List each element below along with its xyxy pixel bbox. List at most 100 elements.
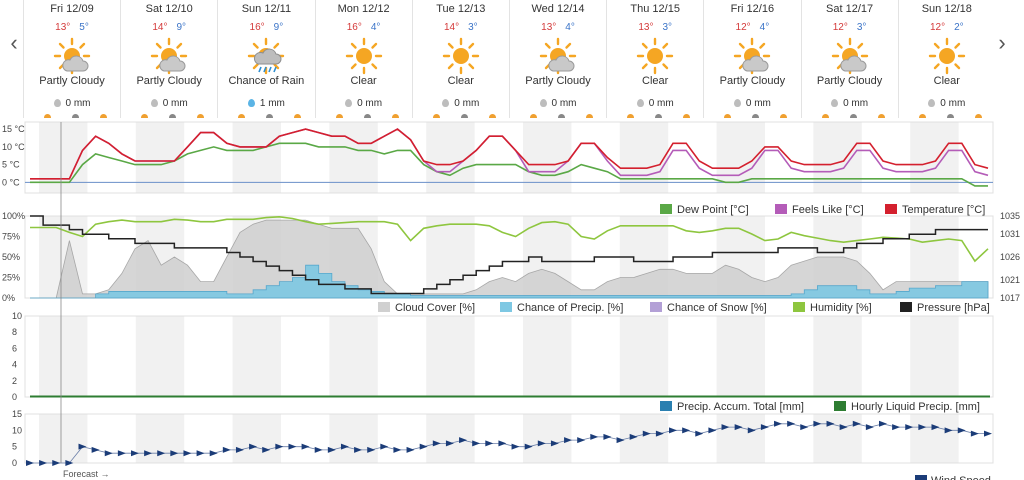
- series-dew-point-c-: [30, 142, 988, 187]
- legend-swatch: [834, 401, 846, 411]
- moon-icon: [946, 114, 954, 118]
- wind-arrow-icon: [721, 424, 730, 431]
- night-band: [523, 122, 572, 193]
- night-band: [39, 414, 88, 463]
- wind-arrow-icon: [419, 443, 428, 450]
- hpa-ytick: 1035: [1000, 211, 1020, 221]
- raindrop-icon: [539, 99, 547, 107]
- wind-arrow-icon: [249, 443, 258, 450]
- precip-amount: 0 mm: [648, 98, 674, 109]
- day-card[interactable]: Fri 12/09 13° 5° Partly Cloudy 0 mm: [23, 0, 120, 118]
- wind-arrow-icon: [104, 450, 113, 457]
- day-temps: 12° 2°: [899, 22, 995, 33]
- day-card[interactable]: Sat 12/10 14° 9° Partly Cloudy 0 mm: [120, 0, 217, 118]
- legend-label: Humidity [%]: [810, 302, 872, 314]
- day-date: Sat 12/17: [826, 3, 874, 15]
- sun-icon: [636, 37, 674, 75]
- moon-icon: [752, 114, 760, 118]
- wind-arrow-icon: [91, 446, 100, 453]
- wind-ytick: 10: [12, 425, 22, 435]
- temp-ytick: 0 °C: [2, 177, 20, 187]
- wind-arrow-icon: [511, 443, 520, 450]
- wind-arrow-icon: [734, 424, 743, 431]
- next-arrow-icon[interactable]: ›: [998, 30, 1006, 55]
- night-band: [39, 316, 88, 397]
- legend-swatch: [500, 302, 512, 312]
- legend-swatch: [660, 204, 672, 214]
- day-card[interactable]: Mon 12/12 16° 4° Clear 0 mm: [314, 0, 412, 118]
- legend-swatch: [650, 302, 662, 312]
- high-temp: 13°: [541, 22, 557, 33]
- day-date: Fri 12/09: [50, 3, 94, 15]
- night-band: [232, 122, 281, 193]
- day-card[interactable]: Sun 12/11 16° 9° Chance of Rain 1 mm: [217, 0, 314, 118]
- day-date: Tue 12/13: [436, 3, 486, 15]
- wind-arrow-icon: [708, 427, 717, 434]
- day-card[interactable]: Tue 12/13 14° 3° Clear 0 mm: [411, 0, 509, 118]
- pressure-line: [30, 215, 988, 295]
- wind-arrow-icon: [380, 443, 389, 450]
- wind-arrow-icon: [984, 430, 992, 437]
- day-card[interactable]: Sun 12/18 12° 2° Clear 0 mm: [897, 0, 995, 118]
- weather-charts: 15 °C 10 °C 5 °C 0 °C Dew Point [°C] Feels Li…: [2, 121, 1020, 480]
- high-temp: 12°: [929, 22, 946, 33]
- sunset-icon: [197, 114, 205, 118]
- night-band: [813, 414, 862, 463]
- moon-icon: [558, 114, 565, 118]
- wind-arrow-icon: [642, 430, 651, 437]
- wind-arrow-icon: [340, 443, 349, 450]
- temp-ytick: 5 °C: [2, 160, 20, 170]
- high-temp: 12°: [832, 22, 848, 33]
- wind-arrow-icon: [498, 440, 507, 447]
- sunrise-icon: [918, 114, 926, 118]
- day-precip: 0 mm: [121, 98, 217, 109]
- precip-amount: 0 mm: [65, 98, 91, 109]
- day-card[interactable]: Wed 12/14 13° 4° Partly Cloudy 0 mm: [509, 0, 606, 118]
- day-date: Thu 12/15: [630, 3, 680, 15]
- wind-arrow-icon: [629, 433, 638, 440]
- night-band: [329, 414, 378, 463]
- high-temp: 16°: [346, 22, 362, 33]
- wind-arrow-icon: [826, 420, 835, 427]
- sunset-icon: [391, 114, 399, 118]
- wind-arrow-icon: [787, 420, 796, 427]
- day-condition: Clear: [447, 75, 474, 87]
- day-date: Fri 12/16: [730, 3, 775, 15]
- high-temp: 13°: [55, 22, 71, 33]
- legend-swatch: [793, 302, 805, 312]
- legend-label: Feels Like [°C]: [792, 204, 864, 216]
- hpa-ytick: 1021: [1000, 275, 1020, 285]
- sun-icon: [928, 37, 966, 75]
- day-temps: 12° 3°: [802, 22, 898, 33]
- night-band: [426, 414, 475, 463]
- precip-amount: 0 mm: [551, 98, 577, 109]
- wind-arrow-icon: [314, 446, 323, 453]
- night-band: [813, 122, 862, 193]
- precip-ytick: 2: [12, 376, 17, 386]
- night-band: [426, 316, 475, 397]
- legend-swatch: [775, 204, 787, 214]
- rain-icon: [247, 37, 285, 75]
- day-temps: 14° 3°: [413, 22, 509, 33]
- prev-arrow-icon[interactable]: ‹: [10, 30, 18, 55]
- wind-ytick: 0: [12, 458, 17, 468]
- moon-icon: [655, 114, 663, 118]
- wind-arrow-icon: [957, 427, 966, 434]
- precip-ytick: 4: [12, 360, 17, 370]
- partly-cloudy-icon: [150, 37, 188, 75]
- sunrise-icon: [821, 114, 829, 118]
- raindrop-icon: [928, 99, 936, 107]
- wind-arrow-icon: [472, 440, 481, 447]
- day-precip: 0 mm: [316, 98, 412, 109]
- day-card[interactable]: Sat 12/17 12° 3° Partly Cloudy 0 mm: [800, 0, 898, 118]
- high-temp: 16°: [249, 22, 265, 33]
- sunrise-icon: [724, 114, 732, 118]
- day-card[interactable]: Fri 12/16 12° 4° Partly Cloudy 0 mm: [703, 0, 800, 118]
- legend-swatch: [915, 475, 927, 480]
- wind-arrow-icon: [747, 427, 756, 434]
- low-temp: 3°: [468, 22, 478, 33]
- partly-cloudy-icon: [53, 37, 91, 75]
- wind-arrow-icon: [800, 424, 809, 431]
- day-card[interactable]: Thu 12/15 13° 3° Clear 0 mm: [606, 0, 703, 118]
- day-precip: 0 mm: [802, 98, 898, 109]
